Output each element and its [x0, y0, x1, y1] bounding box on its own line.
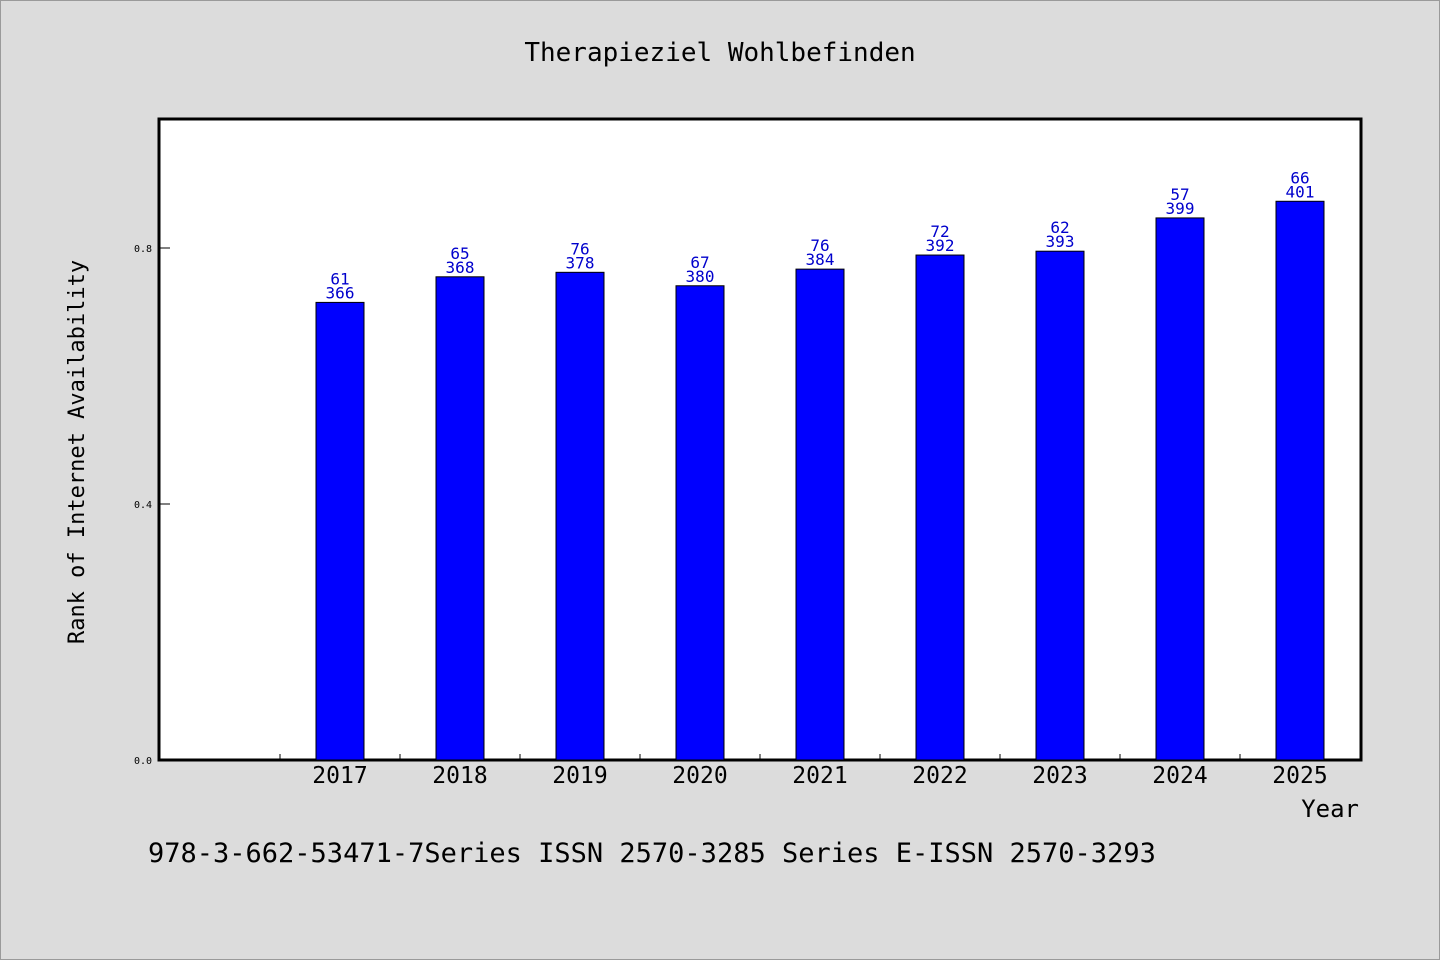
chart-title: Therapieziel Wohlbefinden: [524, 38, 915, 68]
x-tick-label: 2019: [552, 763, 607, 789]
bar: [915, 254, 965, 761]
data-label-bottom: 401: [1286, 182, 1315, 201]
data-label-bottom: 393: [1046, 232, 1075, 251]
data-label-bottom: 399: [1166, 199, 1195, 218]
data-label-bottom: 366: [326, 283, 355, 302]
bar: [435, 276, 485, 761]
y-tick-label: 0.0: [134, 756, 152, 767]
x-tick-label: 2023: [1032, 763, 1087, 789]
data-label-top: 72: [930, 222, 949, 241]
data-label-bottom: 392: [926, 236, 955, 255]
x-tick-label: 2018: [432, 763, 487, 789]
bar: [1275, 200, 1325, 761]
x-tick-label: 2021: [792, 763, 847, 789]
y-axis-label: Rank of Internet Availability: [65, 260, 90, 644]
data-label-top: 76: [810, 236, 829, 255]
data-label-top: 65: [450, 244, 469, 263]
y-tick-label: 0.8: [134, 244, 152, 255]
bar: [795, 268, 845, 761]
data-label-bottom: 384: [806, 250, 835, 269]
data-label-top: 57: [1170, 185, 1189, 204]
x-tick-label: 2020: [672, 763, 727, 789]
data-label-top: 62: [1050, 218, 1069, 237]
x-tick-label: 2022: [912, 763, 967, 789]
data-label-bottom: 378: [566, 253, 595, 272]
footer-text: 978-3-662-53471-7Series ISSN 2570-3285 S…: [148, 838, 1156, 869]
y-tick-label: 0.4: [134, 500, 152, 511]
x-tick-label: 2024: [1152, 763, 1207, 789]
bar-series: [315, 200, 1325, 761]
data-label-bottom: 368: [446, 258, 475, 277]
data-label-bottom: 380: [686, 267, 715, 286]
x-axis-label: Year: [1301, 795, 1359, 823]
x-tick-label: 2025: [1272, 763, 1327, 789]
bar: [675, 285, 725, 761]
x-axis: 2017 2018 2019 2020 2021 2022 2023 2024 2025: [279, 754, 1328, 789]
y-axis: 0.0 0.4 0.8: [134, 244, 170, 767]
bar: [1035, 250, 1085, 761]
bar: [1155, 217, 1205, 761]
data-label-top: 76: [570, 239, 589, 258]
data-label-top: 66: [1290, 168, 1309, 187]
x-tick-label: 2017: [312, 763, 367, 789]
data-label-top: 61: [330, 269, 349, 288]
bar: [555, 271, 605, 761]
data-label-top: 67: [690, 253, 709, 272]
bar: [315, 301, 365, 761]
